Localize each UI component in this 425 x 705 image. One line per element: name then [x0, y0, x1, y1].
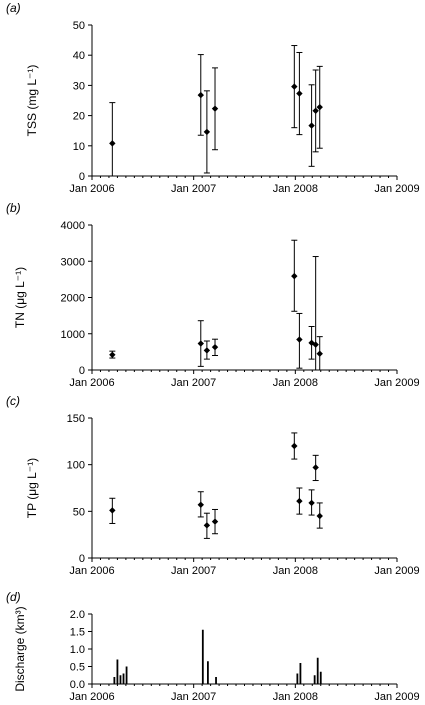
- panel-label-2: (c): [6, 394, 20, 408]
- x-tick-label-1-2: Jan 2008: [273, 377, 318, 389]
- y-tick-label-3-4: 2.0: [70, 609, 85, 621]
- y-tick-label-3-1: 0.5: [70, 662, 85, 674]
- y-tick-label-3-3: 1.5: [70, 627, 85, 639]
- data-point-2-0: [109, 507, 116, 514]
- y-axis-label-1: TN (μg L⁻¹): [13, 267, 27, 328]
- data-point-1-4: [291, 272, 298, 280]
- y-tick-label-0-0: 0: [79, 171, 85, 183]
- data-point-0-3: [211, 105, 219, 112]
- y-tick-label-0-5: 50: [73, 20, 85, 32]
- y-tick-label-1-1: 1000: [61, 329, 85, 341]
- data-point-2-8: [316, 512, 323, 520]
- discharge-bar-12: [319, 671, 322, 684]
- discharge-bar-3: [122, 673, 125, 684]
- data-point-1-7: [312, 341, 319, 348]
- discharge-bar-5: [201, 629, 204, 684]
- y-tick-label-2-0: 0: [79, 553, 85, 565]
- data-point-1-1: [197, 340, 204, 347]
- data-point-1-5: [296, 336, 303, 343]
- data-point-0-7: [312, 107, 319, 114]
- data-point-2-6: [308, 499, 315, 507]
- y-tick-label-0-2: 20: [73, 111, 85, 123]
- x-tick-label-0-2: Jan 2008: [273, 183, 318, 195]
- data-point-2-1: [197, 501, 204, 508]
- y-tick-label-3-0: 0.0: [70, 679, 85, 691]
- y-tick-label-2-3: 150: [67, 413, 85, 425]
- discharge-bar-6: [207, 661, 209, 684]
- x-tick-label-1-3: Jan 2009: [374, 377, 419, 389]
- x-tick-label-0-1: Jan 2007: [171, 183, 216, 195]
- y-axis-label-0: TSS (mg L⁻¹): [25, 65, 39, 137]
- x-tick-label-2-3: Jan 2009: [374, 565, 419, 577]
- data-point-2-4: [291, 442, 298, 450]
- data-point-0-4: [291, 83, 298, 90]
- y-tick-label-3-2: 1.0: [70, 644, 85, 656]
- panel-label-1: (b): [6, 201, 21, 215]
- y-tick-label-1-4: 4000: [61, 220, 85, 232]
- panel-label-3: (d): [6, 590, 21, 604]
- x-tick-label-3-2: Jan 2008: [273, 691, 318, 703]
- discharge-bar-0: [113, 677, 116, 684]
- x-tick-label-3-0: Jan 2006: [69, 691, 114, 703]
- data-point-0-5: [296, 90, 303, 97]
- discharge-bar-9: [299, 663, 302, 684]
- data-point-0-2: [203, 128, 211, 136]
- x-tick-label-3-3: Jan 2009: [374, 691, 419, 703]
- x-tick-label-2-1: Jan 2007: [171, 565, 216, 577]
- data-point-0-0: [109, 140, 116, 147]
- y-tick-label-2-2: 100: [67, 460, 85, 472]
- discharge-bar-4: [125, 666, 128, 684]
- data-point-0-1: [197, 91, 204, 99]
- y-tick-label-0-1: 10: [73, 141, 85, 153]
- discharge-bar-2: [119, 675, 122, 684]
- discharge-bar-8: [296, 673, 299, 684]
- data-point-1-3: [211, 343, 219, 351]
- y-tick-label-1-3: 3000: [61, 256, 85, 268]
- data-point-0-6: [308, 122, 315, 129]
- x-tick-label-2-2: Jan 2008: [273, 565, 318, 577]
- discharge-bar-1: [116, 659, 119, 684]
- y-tick-label-1-2: 2000: [61, 293, 85, 305]
- y-tick-label-2-1: 50: [73, 506, 85, 518]
- data-point-1-2: [203, 347, 211, 354]
- x-tick-label-0-0: Jan 2006: [69, 183, 114, 195]
- y-tick-label-1-0: 0: [79, 365, 85, 377]
- data-point-0-8: [316, 103, 323, 111]
- discharge-bar-10: [313, 675, 316, 684]
- x-tick-label-0-3: Jan 2009: [374, 183, 419, 195]
- data-point-2-5: [296, 497, 303, 505]
- data-point-2-3: [211, 518, 219, 525]
- panel-label-0: (a): [6, 1, 21, 15]
- discharge-bar-11: [316, 657, 319, 684]
- y-axis-label-2: TP (μg L⁻¹): [25, 458, 39, 518]
- x-tick-label-1-0: Jan 2006: [69, 377, 114, 389]
- y-tick-label-0-4: 40: [73, 50, 85, 62]
- discharge-bar-7: [215, 677, 217, 684]
- x-tick-label-1-1: Jan 2007: [171, 377, 216, 389]
- data-point-1-0: [109, 351, 116, 358]
- data-point-2-7: [312, 464, 319, 471]
- data-point-2-2: [203, 522, 211, 529]
- x-tick-label-2-0: Jan 2006: [69, 565, 114, 577]
- y-axis-label-3: Discharge (km³): [13, 606, 27, 691]
- y-tick-label-0-3: 30: [73, 80, 85, 92]
- x-tick-label-3-1: Jan 2007: [171, 691, 216, 703]
- data-point-1-8: [316, 350, 323, 357]
